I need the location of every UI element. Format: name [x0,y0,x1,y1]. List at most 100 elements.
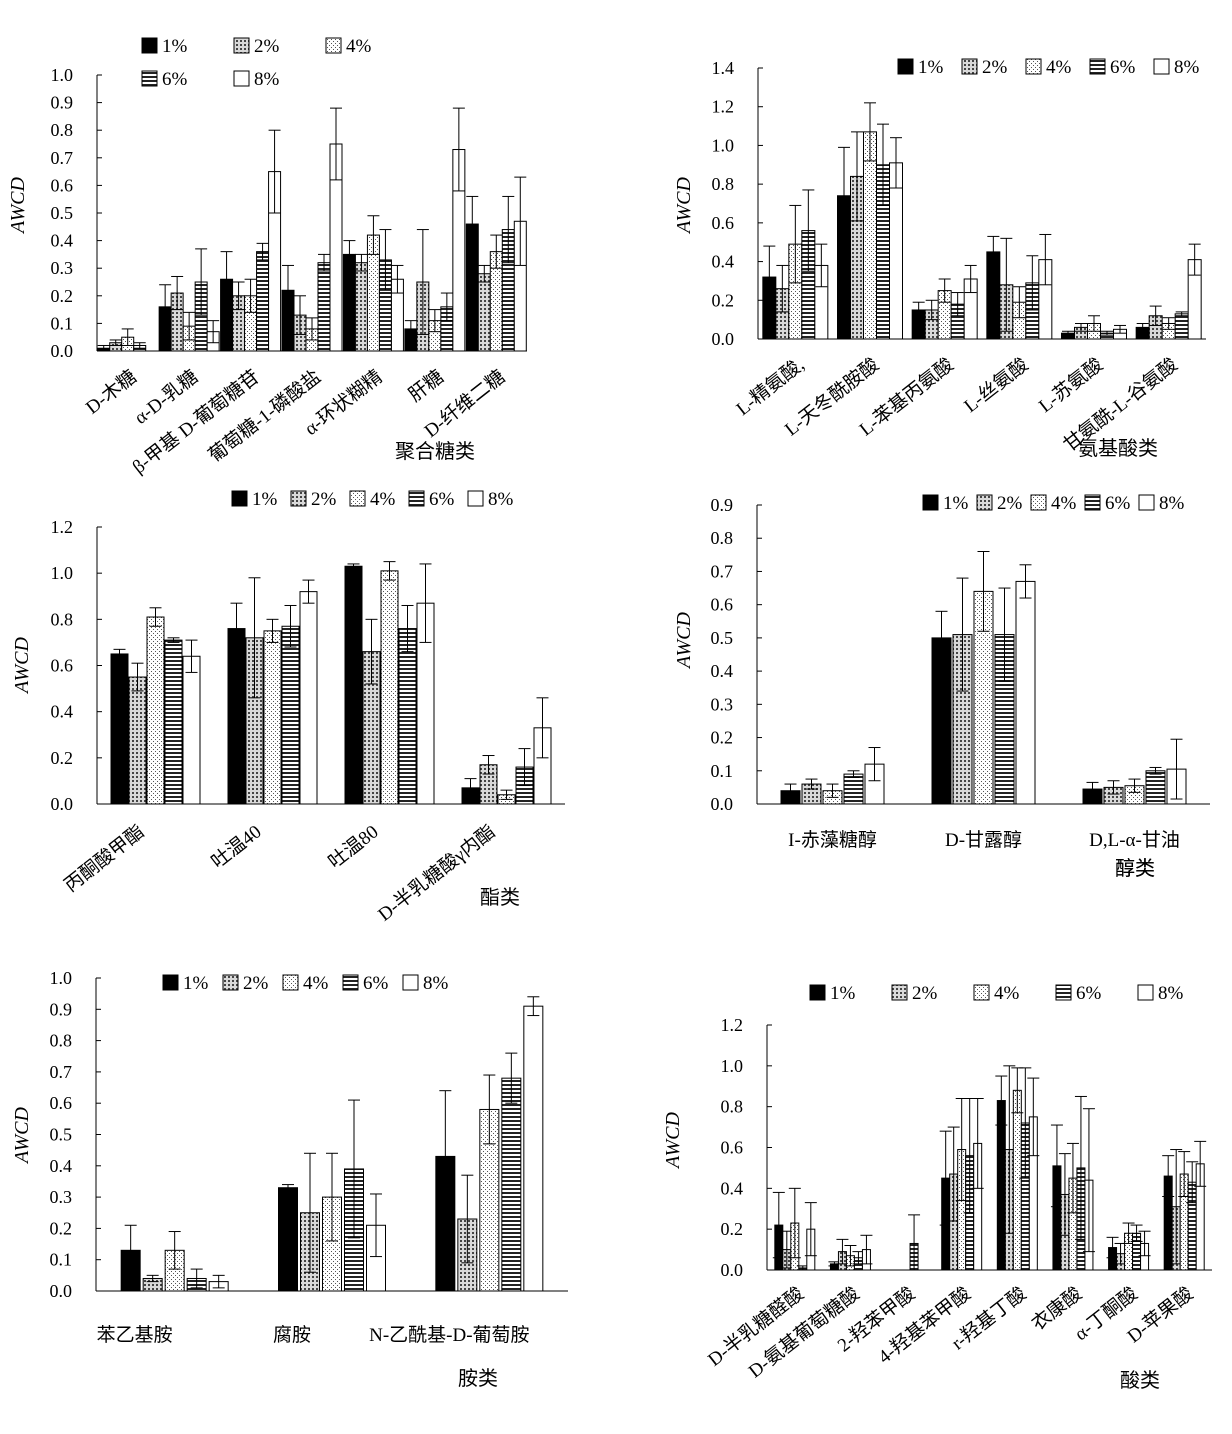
group-label: 酸类 [1120,1369,1160,1392]
y-tick-label: 0.8 [50,1031,73,1051]
group-label: 胺类 [458,1367,498,1390]
bar-1pct [227,628,246,805]
bar-8pct [299,591,318,805]
bar-2pct [477,273,491,352]
legend-swatch [141,37,158,54]
y-tick-label: 0.0 [51,341,74,361]
legend: 1% 2% 4% 6% 8% [162,973,449,994]
y-tick-label: 0.2 [51,748,74,768]
legend-label: 4% [1046,57,1072,78]
legend-label: 1% [943,493,969,514]
y-tick-label: 1.2 [721,1015,744,1035]
group-label: 聚合糖类 [395,440,475,463]
y-tick-label: 0.2 [712,290,735,310]
bar-2pct [354,262,368,352]
bar-6pct [398,628,417,805]
legend-label: 4% [994,983,1020,1004]
legend-label: 8% [1158,983,1184,1004]
y-tick-label: 1.0 [50,968,73,988]
legend: 1% 2% 4% 6% 8% [897,57,1200,78]
y-tick-label: 0.6 [711,595,734,615]
legend: 1% 2% 4% 6% 8% [231,489,514,510]
legend-swatch [290,490,307,507]
category-label: D-甘露醇 [945,829,1022,851]
y-axis-title: AWCD [11,636,33,694]
y-axis-title: AWCD [673,611,695,669]
bar-6pct [256,251,270,352]
group-label: 氨基酸类 [1078,437,1158,460]
legend-swatch [325,37,342,54]
y-tick-label: 0.4 [50,1156,73,1176]
legend-swatch [1138,494,1155,511]
bar-6pct [281,625,300,805]
y-tick-label: 0.8 [721,1097,744,1117]
legend-label: 6% [1110,57,1136,78]
bar-4pct [1012,1089,1022,1271]
y-tick-label: 0.5 [51,203,74,223]
legend-label: 1% [162,36,188,57]
y-tick-label: 0.0 [51,794,74,814]
y-tick-label: 1.0 [51,563,74,583]
bar-8pct [523,1005,544,1292]
y-tick-label: 0.8 [712,174,735,194]
y-tick-label: 0.3 [51,258,74,278]
y-tick-label: 0.9 [711,495,734,515]
legend-swatch [961,58,978,75]
bar-4pct [263,630,282,805]
y-axis-title: AWCD [673,176,695,234]
y-tick-label: 0.3 [50,1187,73,1207]
y-tick-label: 0.4 [721,1178,744,1198]
legend-label: 8% [254,69,280,90]
legend-label: 1% [918,57,944,78]
category-label: I-赤藻糖醇 [788,829,877,851]
category-label: N-乙酰基-D-葡萄胺 [369,1324,529,1346]
chart-panel-esters: 0.0 0.2 0.4 0.6 0.8 1.0 1.2 AWCD 丙酮酸甲酯 吐温40 吐温80D-… [11,489,565,926]
bar-4pct [863,131,877,340]
y-tick-label: 0.6 [50,1093,73,1113]
y-tick-label: 0.6 [712,213,735,233]
legend-swatch [231,490,248,507]
chart-panel-acids: 0.00.20.40.60.81.01.2AWCDD-半乳糖醛酸D-氨基葡萄糖酸… [662,983,1212,1392]
legend-label: 6% [162,69,188,90]
category-label-continuation: 醇类 [1115,857,1155,880]
y-tick-label: 0.8 [711,528,734,548]
category-label: L-丝氨酸 [960,354,1033,417]
y-tick-label: 0.7 [50,1062,73,1082]
legend-label: 2% [254,36,280,57]
legend-swatch [233,37,250,54]
bar-6pct [1174,313,1189,340]
y-tick-label: 0.2 [51,286,74,306]
legend-label: 1% [183,973,209,994]
legend-label: 8% [1159,493,1185,514]
legend-swatch [408,490,425,507]
legend-swatch [1055,984,1072,1001]
legend-label: 2% [311,489,337,510]
legend-swatch [973,984,990,1001]
legend-swatch [922,494,939,511]
legend-label: 2% [912,983,938,1004]
legend-label: 6% [363,973,389,994]
category-label: 吐温80 [324,821,382,873]
legend-swatch [349,490,366,507]
y-tick-label: 0.3 [711,694,734,714]
y-tick-label: 1.0 [721,1056,744,1076]
category-label: 葡萄糖-1-磷酸盐 [204,366,325,467]
y-tick-label: 0.9 [50,999,73,1019]
y-tick-label: 1.2 [51,517,74,537]
chart-panel-alcohols: 0.0 0.1 0.2 0.3 0.4 0.5 0.6 0.7 0.8 0.9 AWCD I-赤藻糖醇… [673,493,1210,880]
bar-6pct [843,773,864,805]
y-tick-label: 0.1 [51,313,74,333]
bar-1pct [344,565,363,805]
category-label: D-半乳糖酸γ内酯 [374,821,500,926]
legend-swatch [1137,984,1154,1001]
y-tick-label: 0.1 [50,1250,73,1270]
y-tick-label: 0.2 [711,728,734,748]
category-label: D,L-α-甘油 [1089,829,1180,851]
legend-label: 8% [488,489,514,510]
y-tick-label: 0.0 [711,794,734,814]
legend-label: 6% [429,489,455,510]
y-tick-label: 0.0 [50,1281,73,1301]
legend-label: 2% [982,57,1008,78]
category-label: 苯乙基胺 [97,1324,173,1346]
